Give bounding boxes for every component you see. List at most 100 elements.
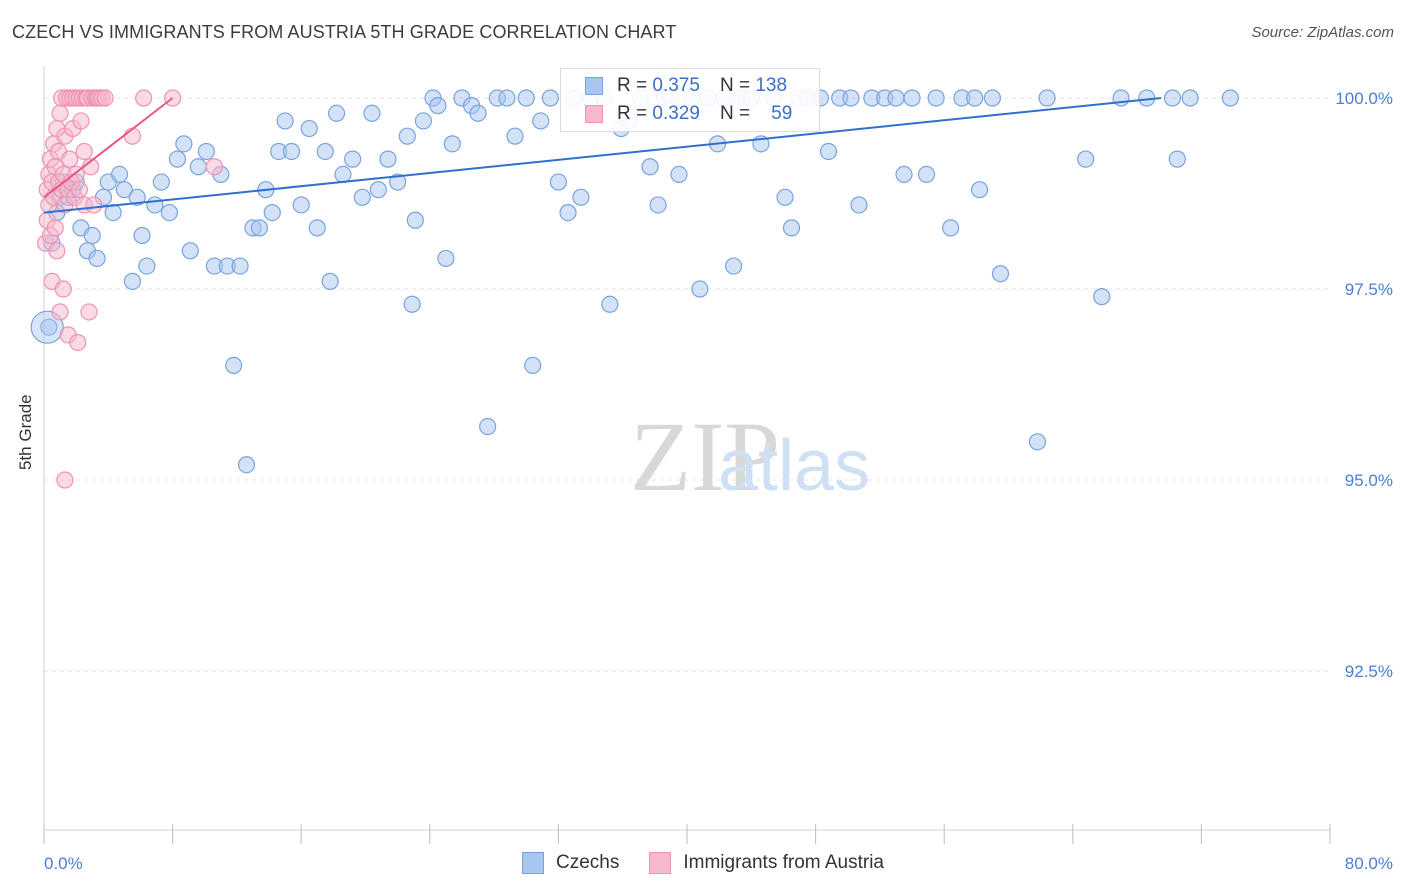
czechs-point — [152, 173, 170, 191]
czechs-point — [40, 318, 58, 336]
czechs-point — [903, 89, 921, 107]
czechs-point — [819, 142, 838, 161]
czechs-point — [263, 204, 281, 222]
czechs-point — [308, 219, 326, 237]
czechs-point — [344, 150, 362, 168]
legend-r-value: 0.329 — [652, 103, 700, 124]
czechs-point — [160, 204, 178, 222]
czechs-point — [524, 356, 542, 374]
austria-points — [37, 89, 223, 489]
austria-point — [75, 142, 93, 161]
czechs-point — [231, 257, 249, 275]
czechs-point — [725, 257, 743, 275]
series-legend: Czechs Immigrants from Austria — [0, 852, 1406, 874]
czechs-point — [363, 104, 381, 122]
czechs-point — [133, 226, 151, 245]
legend-item-austria[interactable]: Immigrants from Austria — [649, 852, 884, 874]
czechs-point — [541, 89, 559, 107]
watermark-zip: ZIP — [630, 401, 780, 512]
y-tick-label: 92.5% — [1345, 662, 1393, 681]
czechs-point — [83, 226, 101, 245]
stats-legend: R = 0.375 N = 138 R = 0.329 N = 59 — [560, 68, 820, 132]
grid-lines — [44, 97, 1330, 672]
czechs-point — [398, 127, 416, 145]
czechs-point — [237, 456, 256, 474]
austria-point — [61, 150, 79, 168]
x-tick-label-min: 0.0% — [44, 854, 83, 873]
czechs-point — [437, 249, 455, 268]
legend-swatch-czechs — [522, 852, 545, 874]
austria-point — [51, 104, 69, 122]
czechs-point — [850, 196, 868, 214]
y-tick-label: 97.5% — [1345, 280, 1393, 299]
legend-r-label: R = — [617, 75, 648, 96]
legend-r-label: R = — [617, 103, 648, 124]
legend-swatch-austria — [649, 852, 672, 874]
czechs-point — [316, 142, 334, 161]
austria-point — [51, 303, 69, 321]
czechs-point — [115, 181, 133, 199]
austria-point — [69, 333, 87, 352]
czechs-point — [842, 89, 860, 107]
austria-point — [54, 280, 72, 298]
czechs-point — [181, 242, 199, 260]
czechs-point — [917, 165, 936, 183]
czechs-point — [498, 89, 516, 107]
czechs-point — [782, 219, 801, 237]
czechs-point — [403, 295, 421, 313]
czechs-point — [776, 188, 794, 206]
czechs-point — [168, 150, 187, 168]
tick-labels: 100.0% 97.5% 95.0% 92.5% 0.0% 80.0% — [44, 89, 1393, 873]
czechs-point — [327, 104, 346, 122]
legend-label-austria: Immigrants from Austria — [683, 852, 884, 873]
czechs-point-large — [30, 310, 64, 344]
legend-n-value: 59 — [771, 103, 793, 124]
czechs-point — [966, 89, 984, 107]
legend-r-value: 0.375 — [652, 75, 700, 96]
czechs-point — [292, 196, 310, 214]
czechs-point — [895, 165, 913, 183]
trend-lines — [43, 97, 1162, 214]
y-tick-label: 95.0% — [1345, 471, 1393, 490]
austria-point — [205, 158, 223, 176]
czechs-point — [189, 158, 207, 176]
austria-point — [123, 127, 142, 145]
czechs-point — [1168, 150, 1186, 168]
czechs-point — [572, 188, 590, 206]
austria-point — [56, 471, 74, 489]
legend-swatch-czechs — [585, 77, 603, 95]
czechs-point — [321, 272, 339, 290]
czechs-point — [276, 112, 294, 130]
czechs-point — [641, 158, 659, 176]
czechs-point — [429, 97, 447, 115]
legend-n-label: N = — [719, 75, 751, 96]
watermark: ZIP atlas — [630, 401, 870, 512]
source-label: Source: ZipAtlas.com — [1251, 24, 1394, 41]
austria-point — [85, 196, 103, 214]
legend-item-czechs[interactable]: Czechs — [522, 852, 619, 874]
czechs-point — [983, 89, 1002, 107]
austria-point — [46, 219, 64, 237]
austria-point — [72, 112, 90, 130]
czechs-point — [146, 196, 164, 214]
legend-label-czechs: Czechs — [556, 852, 620, 873]
czechs-point — [282, 142, 301, 161]
legend-n-value: 138 — [755, 75, 788, 96]
austria-point — [48, 242, 66, 260]
czechs-point — [138, 257, 156, 275]
austria-point — [96, 89, 114, 107]
czechs-point — [549, 173, 568, 191]
czechs-point — [1077, 150, 1095, 168]
legend-row-austria: R = 0.329 N = 59 — [585, 103, 792, 125]
czechs-point — [225, 356, 243, 374]
czechs-point — [353, 188, 371, 206]
legend-row-czechs: R = 0.375 N = 138 — [585, 75, 787, 97]
czechs-point — [123, 272, 142, 290]
czechs-point — [1163, 89, 1182, 107]
chart-title: CZECH VS IMMIGRANTS FROM AUSTRIA 5TH GRA… — [12, 22, 677, 42]
czechs-point — [532, 112, 550, 130]
czechs-point — [197, 142, 215, 161]
austria-trend-line — [43, 97, 174, 199]
czechs-point — [175, 135, 193, 153]
